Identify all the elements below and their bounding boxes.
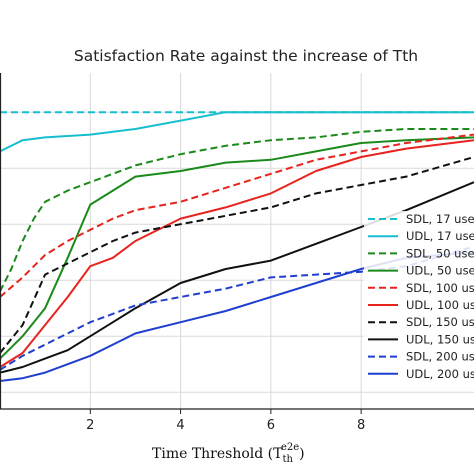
chart-title: Satisfaction Rate against the increase o… — [74, 47, 418, 65]
legend-label-8: SDL, 200 use — [406, 350, 474, 364]
legend-label-0: SDL, 17 use — [406, 212, 474, 226]
series-line-9 — [0, 251, 474, 382]
x-ticks: 2 4 6 8 — [86, 409, 365, 433]
legend-label-1: UDL, 17 use — [406, 229, 474, 243]
legend: SDL, 17 use UDL, 17 use SDL, 50 use UDL, 50… — [364, 211, 474, 389]
x-tick-label-2: 6 — [267, 418, 275, 433]
axes — [0, 73, 474, 410]
x-axis-label: Time Threshold (Tthe2e) — [152, 442, 305, 465]
series-line-3 — [0, 136, 474, 360]
series-line-7 — [0, 181, 474, 374]
series-line-1 — [0, 111, 474, 153]
legend-label-2: SDL, 50 use — [406, 246, 474, 260]
x-tick-label-3: 8 — [357, 418, 365, 433]
legend-label-4: SDL, 100 use — [406, 281, 474, 295]
series-lines — [0, 111, 474, 382]
x-axis-label-main: Time Threshold (T — [152, 446, 283, 462]
x-tick-label-1: 4 — [176, 418, 184, 433]
legend-label-5: UDL, 100 use — [406, 298, 474, 312]
legend-box — [364, 211, 474, 389]
legend-label-6: SDL, 150 use — [406, 315, 474, 329]
series-line-2 — [0, 128, 474, 292]
series-line-4 — [0, 133, 474, 298]
x-axis-label-sub: th — [282, 454, 293, 465]
series-line-5 — [0, 139, 474, 368]
legend-label-7: UDL, 150 use — [406, 332, 474, 346]
x-axis-label-close: ) — [299, 446, 304, 462]
series-line-8 — [0, 245, 474, 371]
x-axis-label-sup: e2e — [281, 442, 299, 453]
series-line-6 — [0, 156, 474, 354]
x-tick-label-0: 2 — [86, 418, 94, 433]
legend-label-9: UDL, 200 use — [406, 367, 474, 381]
legend-label-3: UDL, 50 use — [406, 264, 474, 278]
